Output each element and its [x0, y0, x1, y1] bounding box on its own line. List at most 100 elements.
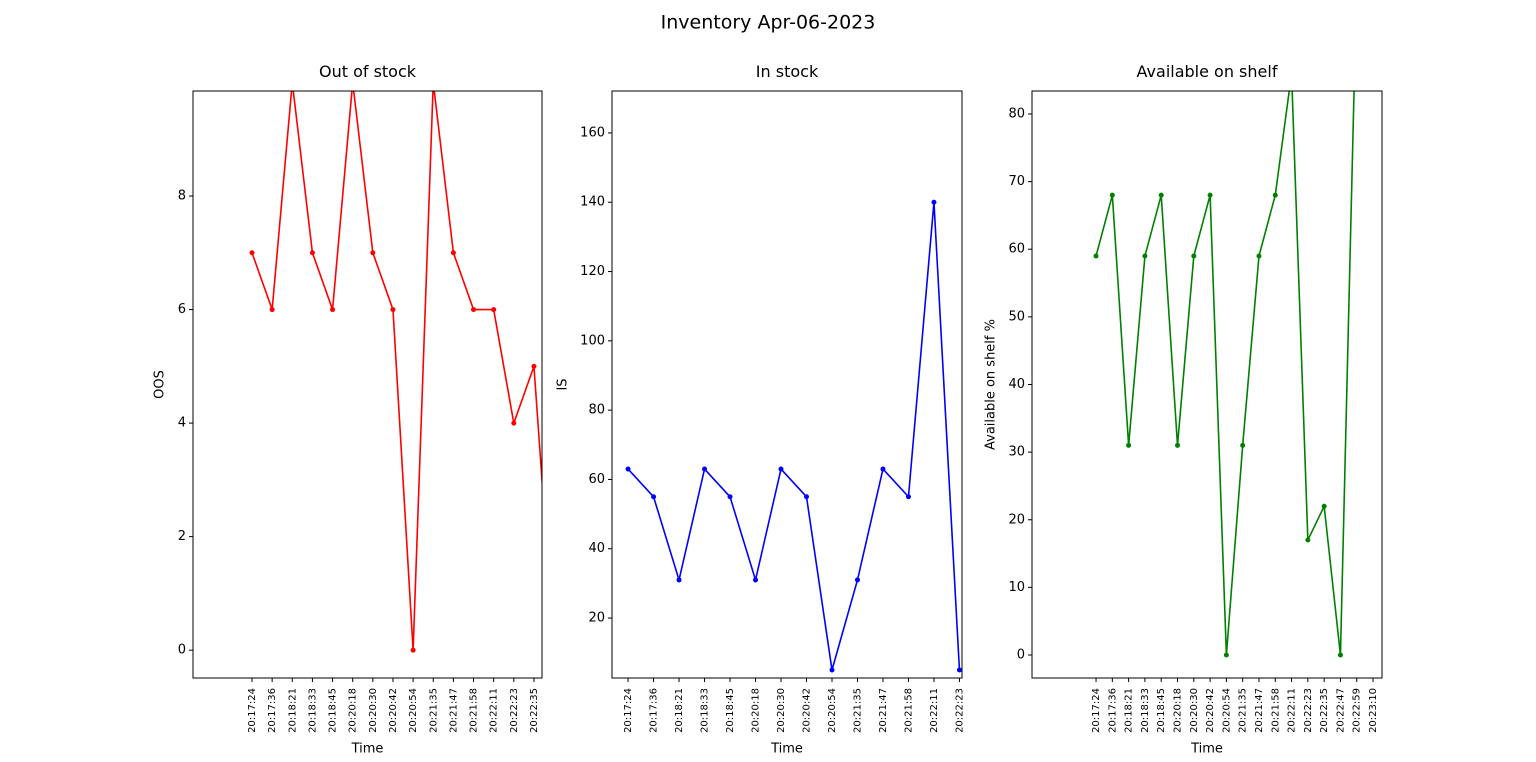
x-tick-label: 20:21:35	[428, 688, 439, 733]
line	[251, 91, 542, 651]
y-tick-label: 50	[1008, 309, 1025, 324]
x-tick-label: 20:18:45	[725, 688, 736, 733]
x-tick-label: 20:22:11	[1287, 688, 1298, 733]
y-tick-label: 20	[588, 611, 605, 626]
marker	[1223, 652, 1229, 658]
marker	[804, 494, 810, 500]
x-tick-label: 20:20:42	[802, 688, 813, 733]
x-tick-label: 20:21:47	[878, 688, 889, 733]
x-tick-label: 20:22:35	[1319, 688, 1330, 733]
marker	[1109, 192, 1115, 198]
marker	[829, 667, 835, 673]
marker	[249, 250, 255, 256]
y-tick-label: 120	[580, 264, 605, 279]
x-tick-label: 20:21:58	[903, 688, 914, 733]
marker	[1272, 192, 1278, 198]
marker	[1240, 442, 1246, 448]
x-tick-label: 20:20:54	[408, 688, 419, 733]
marker	[956, 667, 962, 673]
y-tick-label: 10	[1008, 580, 1025, 595]
marker	[531, 363, 537, 369]
y-tick-label: 40	[588, 541, 605, 556]
line	[1095, 91, 1355, 656]
marker	[309, 250, 315, 256]
x-tick-label: 20:22:11	[929, 688, 940, 733]
marker	[753, 577, 759, 583]
marker	[552, 648, 557, 653]
x-tick-label: 20:21:58	[469, 688, 480, 733]
axes-frame	[1031, 90, 1383, 679]
x-tick-label: 20:20:30	[776, 688, 787, 733]
x-tick-label: 20:20:30	[1189, 688, 1200, 733]
marker	[931, 199, 937, 205]
x-tick-label: 20:20:42	[388, 688, 399, 733]
marker	[330, 307, 336, 313]
marker	[1256, 253, 1262, 259]
marker	[290, 80, 295, 85]
y-axis-label: OOS	[153, 370, 168, 399]
marker	[651, 494, 657, 500]
y-tick-label: 140	[580, 195, 605, 210]
figure-title: Inventory Apr-06-2023	[661, 12, 876, 34]
x-tick-label: 20:18:21	[674, 688, 685, 733]
x-tick-label: 20:22:23	[954, 688, 965, 733]
x-tick-label: 20:20:18	[348, 688, 359, 733]
marker	[1289, 71, 1294, 76]
x-tick-label: 20:17:36	[1107, 688, 1118, 733]
x-tick-label: 20:22:23	[509, 688, 520, 733]
x-axis-label: Time	[1190, 742, 1223, 757]
y-axis-label: Available on shelf %	[984, 319, 999, 450]
y-tick-label: 30	[1008, 445, 1025, 460]
x-tick-label: 20:17:24	[1091, 688, 1102, 733]
y-tick-label: 0	[1017, 648, 1025, 663]
y-tick-label: 80	[588, 403, 605, 418]
x-axis-label: Time	[770, 742, 803, 757]
x-tick-label: 20:22:11	[489, 688, 500, 733]
y-tick-label: 40	[1008, 377, 1025, 392]
marker	[727, 494, 733, 500]
x-axis-label: Time	[351, 742, 384, 757]
marker	[511, 420, 517, 426]
marker	[390, 307, 396, 313]
axes-frame	[192, 90, 543, 679]
y-tick-label: 60	[588, 472, 605, 487]
plot-area	[1093, 71, 1355, 658]
marker	[676, 577, 682, 583]
marker	[880, 466, 886, 472]
marker	[1305, 537, 1311, 543]
marker	[410, 647, 416, 653]
x-tick-label: 20:18:21	[287, 688, 298, 733]
marker	[1321, 503, 1327, 509]
marker	[450, 250, 456, 256]
x-tick-label: 20:18:33	[307, 688, 318, 733]
x-tick-label: 20:18:33	[700, 688, 711, 733]
marker	[854, 577, 860, 583]
x-tick-label: 20:17:24	[623, 688, 634, 733]
y-tick-label: 160	[580, 125, 605, 140]
x-tick-label: 20:22:23	[1303, 688, 1314, 733]
marker	[1158, 192, 1164, 198]
plot-area	[625, 199, 962, 673]
plot-area	[249, 80, 557, 653]
marker	[1093, 253, 1099, 259]
x-tick-label: 20:21:47	[1254, 688, 1265, 733]
marker	[269, 307, 275, 313]
x-tick-label: 20:18:33	[1140, 688, 1151, 733]
y-tick-label: 100	[580, 333, 605, 348]
marker	[625, 466, 631, 472]
x-tick-label: 20:21:35	[852, 688, 863, 733]
x-tick-label: 20:23:10	[1368, 688, 1379, 733]
marker	[1191, 253, 1197, 259]
line	[627, 202, 961, 671]
subplot-title: In stock	[756, 62, 819, 81]
marker	[1142, 253, 1148, 259]
marker	[1126, 442, 1132, 448]
x-tick-label: 20:17:36	[649, 688, 660, 733]
x-tick-label: 20:20:54	[827, 688, 838, 733]
y-tick-label: 4	[178, 416, 186, 431]
axes-frame	[611, 90, 963, 679]
marker	[905, 494, 911, 500]
x-tick-label: 20:18:21	[1124, 688, 1135, 733]
x-tick-label: 20:21:35	[1238, 688, 1249, 733]
y-tick-label: 80	[1008, 106, 1025, 121]
